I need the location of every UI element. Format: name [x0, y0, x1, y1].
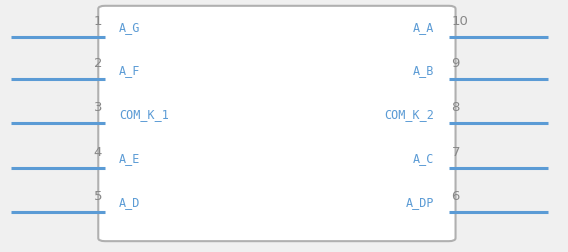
- Text: A_DP: A_DP: [406, 196, 435, 209]
- Text: 10: 10: [452, 15, 469, 27]
- Text: A_C: A_C: [413, 152, 435, 165]
- Text: 8: 8: [452, 102, 460, 114]
- Text: 7: 7: [452, 146, 460, 159]
- Text: A_E: A_E: [119, 152, 141, 165]
- Text: A_G: A_G: [119, 21, 141, 34]
- Text: 6: 6: [452, 190, 460, 203]
- Text: A_D: A_D: [119, 196, 141, 209]
- Text: COM_K_1: COM_K_1: [119, 108, 169, 121]
- Text: A_B: A_B: [413, 64, 435, 77]
- Text: 3: 3: [94, 102, 102, 114]
- FancyBboxPatch shape: [98, 6, 456, 241]
- Text: A_F: A_F: [119, 64, 141, 77]
- Text: 2: 2: [94, 57, 102, 70]
- Text: 9: 9: [452, 57, 460, 70]
- Text: A_A: A_A: [413, 21, 435, 34]
- Text: 4: 4: [94, 146, 102, 159]
- Text: COM_K_2: COM_K_2: [385, 108, 435, 121]
- Text: 5: 5: [94, 190, 102, 203]
- Text: 1: 1: [94, 15, 102, 27]
